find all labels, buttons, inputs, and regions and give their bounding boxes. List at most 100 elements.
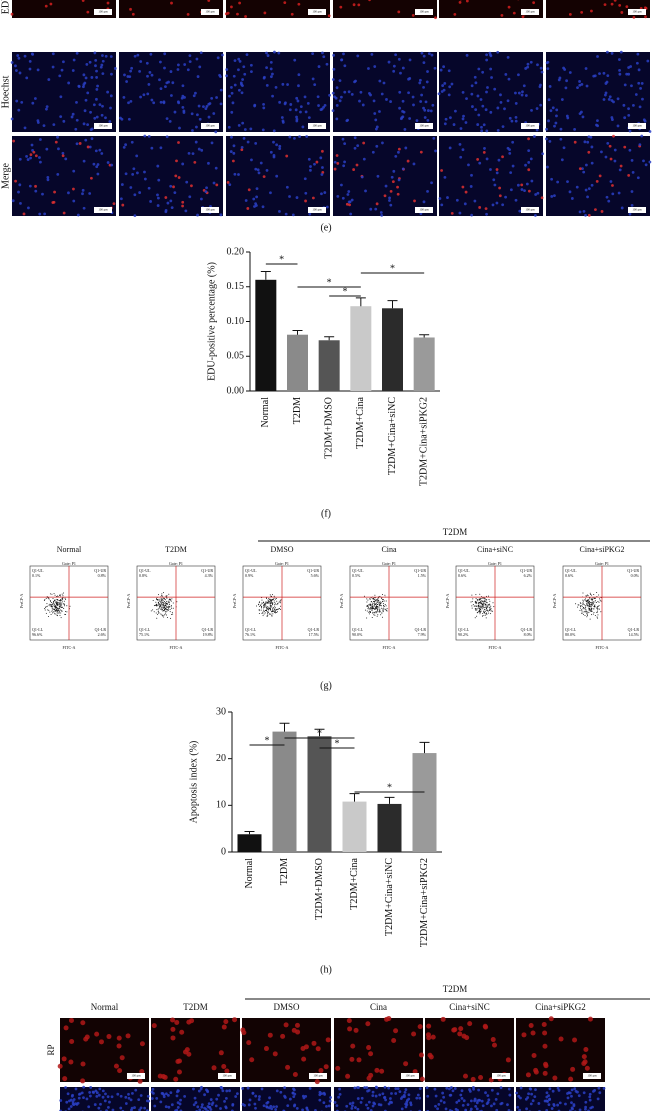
cell (390, 175, 394, 179)
cell (132, 167, 136, 171)
cell (382, 81, 386, 85)
event-dot (600, 600, 602, 602)
cell (139, 95, 142, 99)
event-dot (66, 611, 68, 613)
cell (630, 84, 633, 88)
cell (527, 149, 531, 152)
cell (319, 156, 323, 160)
event-dot (172, 607, 174, 609)
cell (88, 60, 92, 64)
cell (244, 199, 248, 202)
cell (581, 115, 585, 119)
event-dot (69, 605, 71, 607)
cell (346, 193, 350, 196)
event-dot (581, 610, 583, 612)
event-dot (167, 603, 169, 605)
cell (578, 210, 582, 214)
cell (111, 1108, 115, 1111)
cell (149, 52, 153, 56)
cell (14, 64, 17, 68)
cell (398, 90, 402, 94)
cell (375, 1086, 379, 1090)
cell (353, 1106, 357, 1109)
cell (374, 118, 378, 122)
cell (136, 53, 140, 57)
cell (478, 1075, 484, 1081)
cell (485, 53, 488, 57)
cell (492, 1102, 496, 1106)
quadrant-name: Q1-LL (458, 627, 470, 632)
bar (255, 279, 277, 391)
event-dot (277, 608, 279, 610)
cell (411, 1031, 417, 1037)
event-dot (586, 594, 588, 596)
cell (521, 1032, 527, 1038)
cell (215, 183, 219, 187)
event-dot (171, 607, 173, 609)
cell (59, 115, 63, 119)
cell (263, 1046, 269, 1052)
x-axis-label: FITC-A (596, 645, 609, 650)
cell (321, 51, 324, 55)
cell (581, 167, 584, 171)
scale-bar-box (308, 123, 326, 129)
cell (164, 85, 167, 88)
cell (178, 1102, 182, 1106)
cell (470, 92, 474, 96)
cell (483, 147, 486, 150)
cell (404, 146, 408, 150)
cell (627, 113, 631, 117)
cell (628, 212, 632, 216)
cell (14, 179, 17, 183)
event-dot (276, 611, 278, 613)
event-dot (590, 610, 592, 612)
event-dot (61, 609, 63, 611)
event-dot (374, 614, 376, 616)
quadrant-name: Q1-UR (627, 568, 639, 573)
event-dot (56, 612, 58, 614)
cell (292, 1087, 295, 1091)
cell (305, 135, 309, 138)
cell (347, 190, 351, 193)
cell (134, 1088, 138, 1092)
cell (198, 65, 202, 69)
event-dot (367, 605, 369, 607)
cell (127, 117, 131, 121)
cell (348, 203, 351, 207)
cell (299, 105, 303, 109)
event-dot (588, 609, 590, 611)
event-dot (481, 603, 483, 605)
cell (343, 142, 347, 146)
cell (481, 104, 485, 108)
cell (101, 54, 104, 57)
cell (249, 63, 253, 67)
event-dot (159, 600, 161, 602)
cell (475, 1107, 479, 1111)
event-dot (265, 601, 267, 603)
micrograph (12, 0, 116, 18)
cell (440, 90, 444, 93)
event-dot (163, 616, 165, 618)
event-dot (585, 609, 587, 611)
cell (353, 1086, 357, 1090)
event-dot (364, 609, 366, 611)
event-dot (262, 611, 264, 613)
cell (401, 115, 405, 119)
cell (605, 195, 609, 199)
event-dot (159, 601, 161, 603)
event-dot (267, 614, 269, 616)
cell (96, 84, 99, 88)
cell (432, 136, 436, 140)
cell (227, 125, 231, 129)
event-dot (375, 606, 377, 608)
cell (12, 139, 16, 143)
cell (648, 160, 652, 164)
event-dot (159, 606, 161, 608)
cell (458, 0, 462, 4)
cell (100, 113, 104, 117)
event-dot (156, 604, 158, 606)
cell (150, 146, 154, 150)
event-dot (590, 606, 592, 608)
scale-bar-box (201, 9, 219, 15)
cell (119, 1106, 123, 1110)
